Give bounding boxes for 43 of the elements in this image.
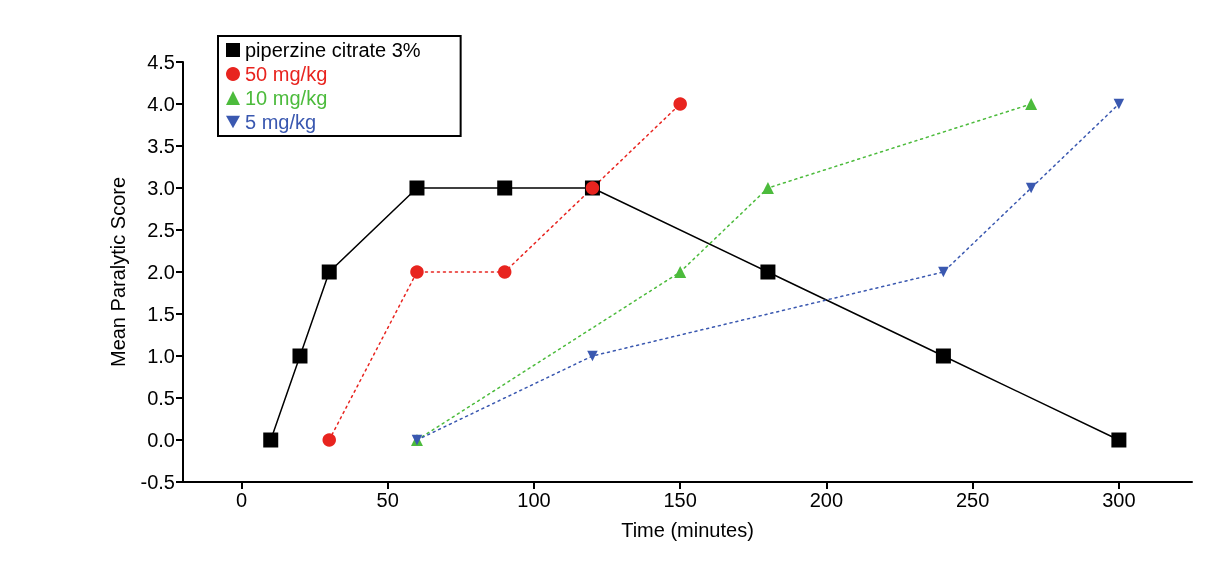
y-tick-label: 3.0: [147, 177, 175, 199]
point: [1111, 432, 1127, 448]
y-tick-label: 0.5: [147, 387, 175, 409]
y-tick-label: 0.0: [147, 429, 175, 451]
y-tick-label: 3.5: [147, 135, 175, 157]
point: [410, 265, 424, 279]
point: [761, 182, 774, 194]
y-tick-label: -0.5: [140, 471, 175, 493]
point: [587, 350, 598, 362]
point: [935, 348, 951, 364]
point: [292, 348, 308, 364]
point: [321, 264, 337, 280]
point: [674, 266, 687, 278]
point: [497, 180, 513, 196]
x-tick-label: 150: [663, 489, 697, 511]
x-tick-label: 250: [955, 489, 990, 511]
point: [322, 433, 336, 447]
point: [1025, 98, 1038, 110]
point: [1025, 182, 1037, 194]
point: [938, 266, 949, 278]
x-axis-title: Time (minutes): [621, 519, 754, 541]
x-tick-label: 0: [235, 489, 248, 511]
y-tick-label: 4.5: [147, 51, 175, 73]
y-axis-title: Mean Paralytic Score: [107, 176, 129, 368]
x-tick-label: 100: [517, 489, 551, 511]
legend-label: 50 mg/kg: [245, 63, 328, 85]
x-tick-label: 300: [1102, 489, 1136, 511]
y-tick-label: 2.0: [147, 261, 175, 283]
point: [497, 265, 512, 279]
y-tick-label: 2.5: [147, 219, 175, 241]
y-tick-label: 1.5: [147, 303, 175, 325]
legend-label: piperzine citrate 3%: [245, 39, 421, 61]
y-tick-label: 4.0: [147, 93, 175, 115]
point: [409, 180, 425, 196]
point: [263, 432, 279, 448]
x-tick-label: 50: [376, 489, 399, 511]
point: [673, 97, 687, 111]
point: [1113, 98, 1125, 110]
point: [760, 264, 776, 280]
x-tick-label: 200: [809, 489, 844, 511]
y-tick-label: 1.0: [147, 345, 175, 367]
legend-label: 5 mg/kg: [245, 111, 317, 133]
legend-label: 10 mg/kg: [245, 87, 328, 109]
